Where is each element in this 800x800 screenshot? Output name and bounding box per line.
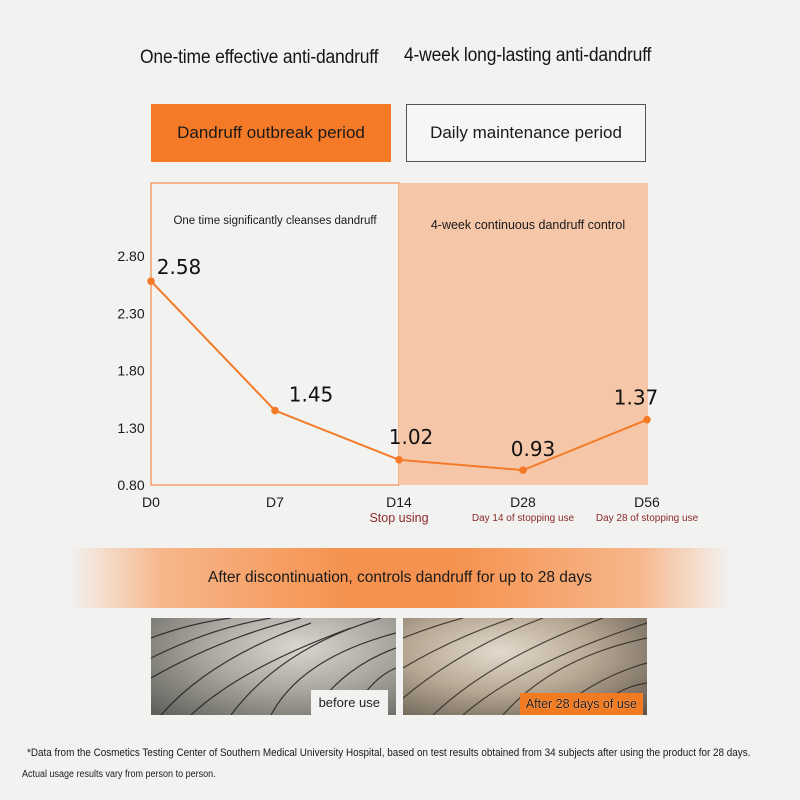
y-tick-label: 0.80	[117, 477, 144, 493]
x-axis-note: Day 14 of stopping use	[472, 513, 575, 524]
before-use-label: before use	[310, 690, 388, 715]
x-tick-label: D0	[142, 494, 160, 510]
y-tick-label: 2.30	[117, 305, 144, 321]
x-axis-note: Stop using	[369, 511, 428, 525]
zone-right-caption: 4-week continuous dandruff control	[431, 218, 625, 232]
data-point	[395, 456, 403, 464]
x-tick-label: D7	[266, 494, 284, 510]
x-axis-note: Day 28 of stopping use	[596, 513, 699, 524]
y-tick-label: 1.80	[117, 363, 144, 379]
data-point	[271, 406, 279, 415]
value-label: 0.93	[511, 437, 556, 461]
x-axis-ticks: D0 D7 D14 D28 D56	[142, 494, 660, 510]
zone-left-caption: One time significantly cleanses dandruff	[173, 215, 377, 227]
zone-outbreak-frame	[150, 182, 400, 486]
banner-discontinuation: After discontinuation, controls dandruff…	[70, 548, 730, 608]
period-maintenance-label: Daily maintenance period	[406, 104, 646, 162]
value-label: 1.45	[289, 383, 334, 407]
zone-maintenance-fill	[399, 183, 648, 485]
footnote-disclaimer: Actual usage results vary from person to…	[22, 769, 216, 780]
value-label: 2.58	[157, 255, 202, 279]
data-point	[147, 277, 155, 285]
x-axis-notes: Stop using Day 14 of stopping use Day 28 o…	[369, 511, 698, 525]
x-tick-label: D56	[634, 494, 660, 510]
x-tick-label: D14	[386, 494, 412, 510]
heading-one-time-effect: One-time effective anti-dandruff	[140, 47, 379, 68]
y-tick-label: 1.30	[117, 420, 144, 436]
period-outbreak-label: Dandruff outbreak period	[151, 104, 391, 162]
photo-after-use: After 28 days of use	[403, 618, 647, 715]
hair-strands-after	[403, 618, 647, 715]
series-points	[147, 277, 651, 474]
value-labels: 2.58 1.45 1.02 0.93 1.37	[157, 255, 659, 461]
photo-before-use: before use	[151, 618, 396, 715]
y-axis-ticks: 2.80 2.30 1.80 1.30 0.80	[117, 248, 144, 493]
footnote-data-source: *Data from the Cosmetics Testing Center …	[27, 747, 751, 759]
y-tick-label: 2.80	[117, 248, 144, 264]
data-point	[519, 466, 527, 474]
after-use-label: After 28 days of use	[519, 693, 643, 715]
heading-long-lasting-effect: 4-week long-lasting anti-dandruff	[404, 45, 652, 66]
value-label: 1.02	[389, 425, 434, 449]
x-tick-label: D28	[510, 494, 536, 510]
data-point	[643, 415, 651, 424]
value-label: 1.37	[614, 386, 659, 410]
